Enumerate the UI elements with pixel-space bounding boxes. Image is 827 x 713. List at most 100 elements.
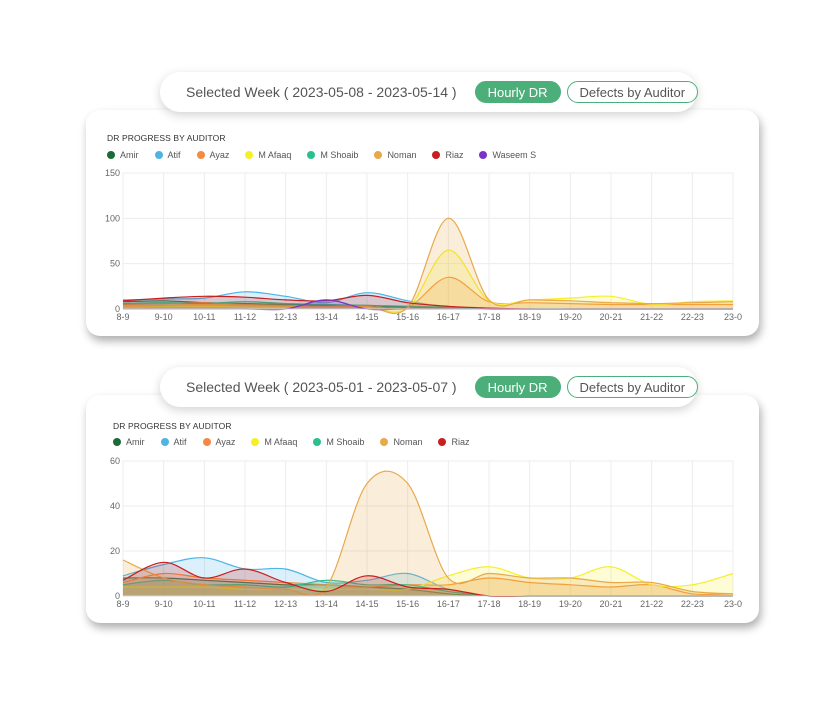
- legend-marker: [202, 438, 211, 446]
- legend-label: Atif: [167, 150, 181, 160]
- legend-label: Waseem S: [492, 150, 537, 160]
- x-tick-label: 12-13: [274, 312, 297, 322]
- x-tick-label: 17-18: [477, 312, 500, 322]
- legend-label: M Shoaib: [326, 437, 365, 447]
- legend-item[interactable]: M Afaaq: [245, 150, 291, 160]
- legend-marker: [438, 438, 447, 446]
- x-tick-label: 8-9: [116, 599, 129, 609]
- hourly-dr-button[interactable]: Hourly DR: [474, 376, 561, 398]
- legend-item[interactable]: Riaz: [432, 150, 463, 160]
- legend-item[interactable]: Noman: [380, 437, 422, 447]
- legend-label: Amir: [120, 150, 139, 160]
- legend-item[interactable]: M Shoaib: [313, 437, 364, 447]
- legend-marker: [245, 151, 254, 159]
- legend-item[interactable]: Riaz: [438, 437, 469, 447]
- series-area-ayaz: [123, 573, 733, 596]
- legend-item[interactable]: M Afaaq: [251, 437, 297, 447]
- series-line-m-afaaq[interactable]: [122, 566, 734, 591]
- x-tick-label: 18-19: [518, 599, 541, 609]
- legend-label: Noman: [387, 150, 417, 160]
- chart-legend: Amir Atif Ayaz M Afaaq M Shoaib Noman Riaz: [113, 437, 485, 447]
- series-area-riaz: [123, 295, 733, 310]
- chart-title: DR PROGRESS BY AUDITOR: [107, 133, 226, 143]
- chart-card: DR PROGRESS BY AUDITOR Amir Atif Ayaz M Afa…: [86, 110, 759, 336]
- series-area-riaz: [123, 562, 733, 597]
- legend-item[interactable]: Amir: [107, 150, 139, 160]
- legend-marker: [307, 151, 316, 159]
- legend-item[interactable]: Ayaz: [196, 150, 230, 160]
- legend-label: Noman: [393, 437, 423, 447]
- legend-marker: [154, 151, 163, 159]
- x-tick-label: 13-14: [315, 599, 338, 609]
- chart-grid: [122, 172, 734, 310]
- week-selector-bar: Selected Week ( 2023-05-08 - 2023-05-14 …: [160, 72, 699, 112]
- legend-marker: [113, 438, 121, 446]
- y-tick-label: 100: [105, 213, 120, 223]
- series-area-m-afaaq: [123, 250, 733, 313]
- chart-title: DR PROGRESS BY AUDITOR: [113, 421, 232, 431]
- defects-by-auditor-button[interactable]: Defects by Auditor: [566, 81, 699, 103]
- series-area-m-afaaq: [123, 566, 733, 596]
- series-area-noman: [123, 218, 733, 314]
- legend-marker: [160, 438, 169, 446]
- x-tick-label: 16-17: [437, 312, 460, 322]
- legend-label: Riaz: [445, 150, 464, 160]
- chart-card: DR PROGRESS BY AUDITOR Amir Atif Ayaz M Afa…: [86, 395, 759, 623]
- legend-marker: [313, 438, 322, 446]
- x-tick-label: 22-23: [681, 312, 704, 322]
- legend-label: M Afaaq: [258, 150, 292, 160]
- y-tick-label: 0: [115, 304, 120, 314]
- defects-by-auditor-button[interactable]: Defects by Auditor: [566, 376, 699, 398]
- legend-marker: [196, 151, 205, 159]
- selected-week-label: Selected Week ( 2023-05-08 - 2023-05-14 …: [186, 84, 457, 100]
- x-tick-label: 11-12: [234, 312, 256, 322]
- x-tick-label: 19-20: [559, 312, 582, 322]
- week-selector-bar: Selected Week ( 2023-05-01 - 2023-05-07 …: [160, 367, 699, 407]
- y-tick-label: 150: [105, 168, 120, 178]
- selected-week-label: Selected Week ( 2023-05-01 - 2023-05-07 …: [186, 379, 457, 395]
- legend-item[interactable]: Amir: [113, 437, 145, 447]
- legend-item[interactable]: Atif: [160, 437, 187, 447]
- series-line-ayaz[interactable]: [122, 276, 733, 310]
- legend-label: Riaz: [451, 437, 470, 447]
- x-tick-label: 17-18: [477, 599, 500, 609]
- legend-item[interactable]: Noman: [374, 150, 416, 160]
- y-tick-label: 60: [110, 456, 120, 466]
- x-tick-label: 23-0: [724, 312, 742, 322]
- legend-marker: [374, 151, 383, 159]
- legend-label: Atif: [173, 437, 187, 447]
- x-tick-label: 11-12: [234, 599, 256, 609]
- chart-plot: 0 50 100 150 8-9 9-10 10-11 11-12 12-13 13-14 14-1…: [105, 168, 742, 322]
- series-line-ayaz[interactable]: [122, 572, 734, 596]
- x-tick-label: 15-16: [396, 312, 419, 322]
- series-line-m-afaaq[interactable]: [122, 249, 734, 313]
- legend-item[interactable]: Ayaz: [202, 437, 235, 447]
- legend-marker: [432, 151, 441, 159]
- x-tick-label: 9-10: [155, 312, 173, 322]
- y-tick-label: 40: [110, 501, 120, 511]
- legend-item[interactable]: M Shoaib: [307, 150, 358, 160]
- chart-grid: [122, 460, 734, 597]
- x-tick-label: 21-22: [640, 312, 663, 322]
- legend-label: Ayaz: [209, 150, 230, 160]
- y-tick-label: 20: [110, 546, 120, 556]
- x-tick-label: 10-11: [193, 599, 215, 609]
- legend-label: Amir: [126, 437, 145, 447]
- series-line-noman[interactable]: [122, 217, 734, 314]
- x-tick-label: 10-11: [193, 312, 215, 322]
- legend-item[interactable]: Atif: [154, 150, 181, 160]
- y-tick-label: 0: [115, 591, 120, 601]
- y-tick-label: 50: [110, 259, 120, 269]
- legend-marker: [380, 438, 389, 446]
- x-tick-label: 15-16: [396, 599, 419, 609]
- x-tick-label: 8-9: [116, 312, 129, 322]
- x-tick-label: 14-15: [355, 312, 378, 322]
- series-line-noman[interactable]: [122, 470, 734, 597]
- series-area-noman: [123, 471, 733, 596]
- x-tick-label: 22-23: [681, 599, 704, 609]
- hourly-dr-button[interactable]: Hourly DR: [474, 81, 561, 103]
- x-tick-label: 20-21: [599, 312, 622, 322]
- x-tick-label: 9-10: [155, 599, 173, 609]
- chart-plot: 0 20 40 60 8-9 9-10 10-11 11-12 12-13 13-14 14-15 1…: [110, 456, 742, 609]
- legend-item[interactable]: Waseem S: [479, 150, 536, 160]
